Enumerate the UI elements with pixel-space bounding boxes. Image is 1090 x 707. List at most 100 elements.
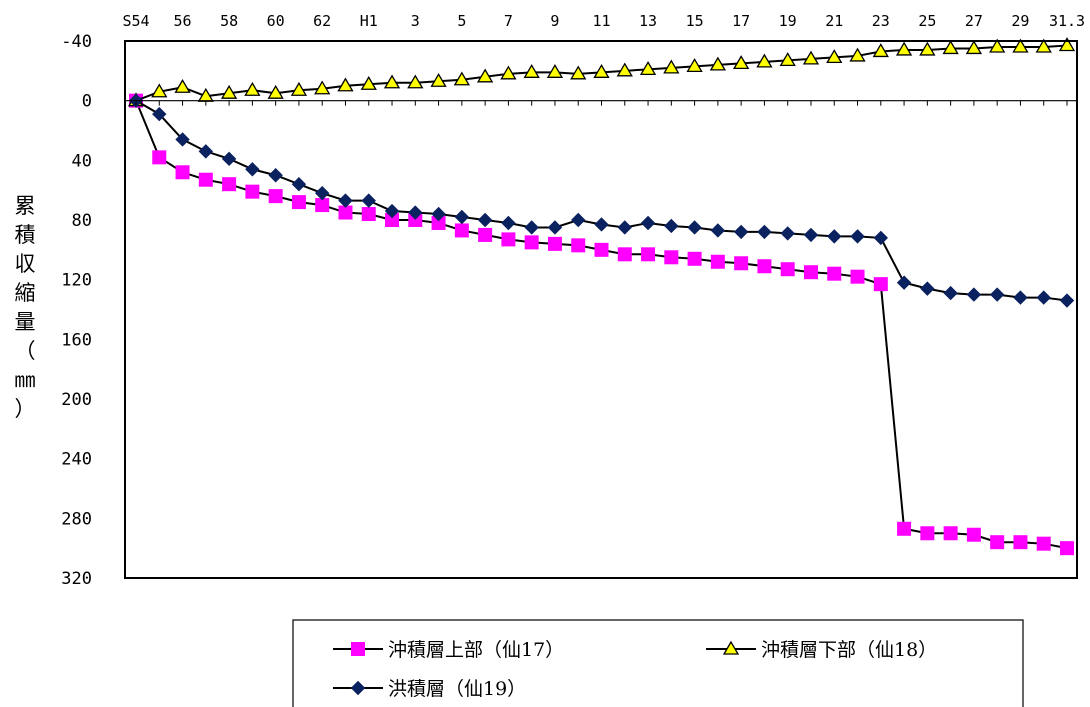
data-point-upper-alluvium <box>664 250 679 265</box>
data-point-diluvium <box>198 144 214 159</box>
data-point-diluvium <box>384 203 400 219</box>
legend-item-upper-alluvium: 沖積層上部（仙17） <box>333 639 564 661</box>
data-point-upper-alluvium <box>315 198 330 213</box>
data-point-upper-alluvium <box>873 277 888 292</box>
x-tick-label: 7 <box>504 12 513 30</box>
x-tick-label: 58 <box>220 12 238 30</box>
data-point-lower-alluvium <box>826 49 843 64</box>
data-point-lower-alluvium <box>314 80 331 95</box>
data-point-diluvium <box>989 287 1005 302</box>
x-tick-label: 17 <box>732 12 750 30</box>
data-point-lower-alluvium <box>942 40 959 55</box>
data-point-diluvium <box>175 132 190 147</box>
data-point-upper-alluvium <box>641 247 656 262</box>
data-point-lower-alluvium <box>733 55 750 70</box>
data-point-upper-alluvium <box>710 254 725 269</box>
data-point-lower-alluvium <box>989 38 1006 53</box>
data-point-diluvium <box>1036 290 1051 305</box>
data-point-diluvium <box>314 185 330 201</box>
data-point-diluvium <box>617 220 632 235</box>
data-point-diluvium <box>431 206 446 222</box>
data-point-diluvium <box>687 220 702 235</box>
data-point-diluvium <box>920 281 935 296</box>
x-tick-label: 31.3 <box>1049 12 1085 30</box>
data-point-upper-alluvium <box>547 236 562 251</box>
data-point-upper-alluvium <box>687 251 702 266</box>
data-point-upper-alluvium <box>1060 541 1074 556</box>
data-point-upper-alluvium <box>943 526 958 541</box>
data-point-upper-alluvium <box>966 527 981 542</box>
y-tick-label: 120 <box>61 271 92 291</box>
data-point-lower-alluvium <box>593 64 610 78</box>
data-point-lower-alluvium <box>709 56 727 71</box>
data-point-diluvium <box>664 218 679 234</box>
legend-item-lower-alluvium: 沖積層下部（仙18） <box>706 639 937 661</box>
x-tick-label: 13 <box>639 12 657 30</box>
y-tick-label: 0 <box>82 92 92 112</box>
data-point-upper-alluvium <box>780 262 795 277</box>
data-point-diluvium <box>640 215 656 231</box>
data-point-diluvium <box>524 220 539 235</box>
data-point-lower-alluvium <box>802 50 820 65</box>
data-point-diluvium <box>268 168 283 183</box>
data-point-upper-alluvium <box>454 223 469 238</box>
data-point-lower-alluvium <box>546 64 564 78</box>
data-point-diluvium <box>454 209 470 225</box>
data-point-upper-alluvium <box>850 269 865 284</box>
data-point-upper-alluvium <box>757 259 772 274</box>
data-point-upper-alluvium <box>245 184 260 199</box>
data-point-diluvium <box>966 287 982 302</box>
x-tick-label: 60 <box>267 12 285 30</box>
x-tick-label: 15 <box>686 12 704 30</box>
data-point-diluvium <box>896 275 912 290</box>
data-point-lower-alluvium <box>779 52 796 67</box>
data-point-upper-alluvium <box>734 256 749 271</box>
y-tick-label: 40 <box>72 151 92 171</box>
x-tick-label: 9 <box>550 12 559 30</box>
data-point-lower-alluvium <box>290 81 308 96</box>
data-point-diluvium <box>850 229 865 244</box>
data-point-upper-alluvium <box>198 172 213 187</box>
data-point-diluvium <box>245 162 260 177</box>
data-point-upper-alluvium <box>361 207 376 222</box>
data-point-lower-alluvium <box>267 84 284 99</box>
y-axis-label: 累積収縮量（㎜） <box>15 194 36 421</box>
series-diluvium <box>128 93 1075 308</box>
x-tick-label: H1 <box>360 12 378 30</box>
data-point-upper-alluvium <box>571 238 586 253</box>
data-point-lower-alluvium <box>639 61 657 75</box>
data-point-lower-alluvium <box>244 81 261 96</box>
data-point-diluvium <box>571 212 586 228</box>
data-point-lower-alluvium <box>151 83 168 98</box>
data-point-upper-alluvium <box>478 227 493 242</box>
data-point-lower-alluvium <box>337 77 354 92</box>
data-point-diluvium <box>408 205 423 220</box>
x-tick-label: 19 <box>779 12 797 30</box>
x-tick-label: S54 <box>122 12 149 30</box>
data-point-diluvium <box>710 223 726 238</box>
data-point-diluvium <box>780 226 795 241</box>
x-tick-label: 29 <box>1011 12 1029 30</box>
data-point-diluvium <box>501 215 516 231</box>
data-point-upper-alluvium <box>338 205 353 220</box>
data-point-upper-alluvium <box>291 195 306 210</box>
data-point-lower-alluvium <box>895 41 913 56</box>
data-point-lower-alluvium <box>523 64 540 78</box>
data-point-lower-alluvium <box>407 74 424 89</box>
data-point-diluvium <box>547 220 563 235</box>
data-point-lower-alluvium <box>965 40 983 55</box>
series-line-upper-alluvium <box>135 100 1068 550</box>
data-point-lower-alluvium <box>756 53 773 68</box>
legend-marker <box>722 640 740 655</box>
data-point-lower-alluvium <box>872 43 889 58</box>
data-point-diluvium <box>338 193 353 208</box>
legend-label: 洪積層（仙19） <box>388 678 526 700</box>
legend-item-diluvium: 洪積層（仙19） <box>333 678 526 700</box>
y-tick-label: 200 <box>61 390 92 410</box>
data-point-upper-alluvium <box>617 247 632 262</box>
data-point-lower-alluvium <box>500 65 517 80</box>
data-point-diluvium <box>594 217 609 232</box>
plot-area-frame <box>124 40 1078 579</box>
data-point-upper-alluvium <box>920 526 935 541</box>
